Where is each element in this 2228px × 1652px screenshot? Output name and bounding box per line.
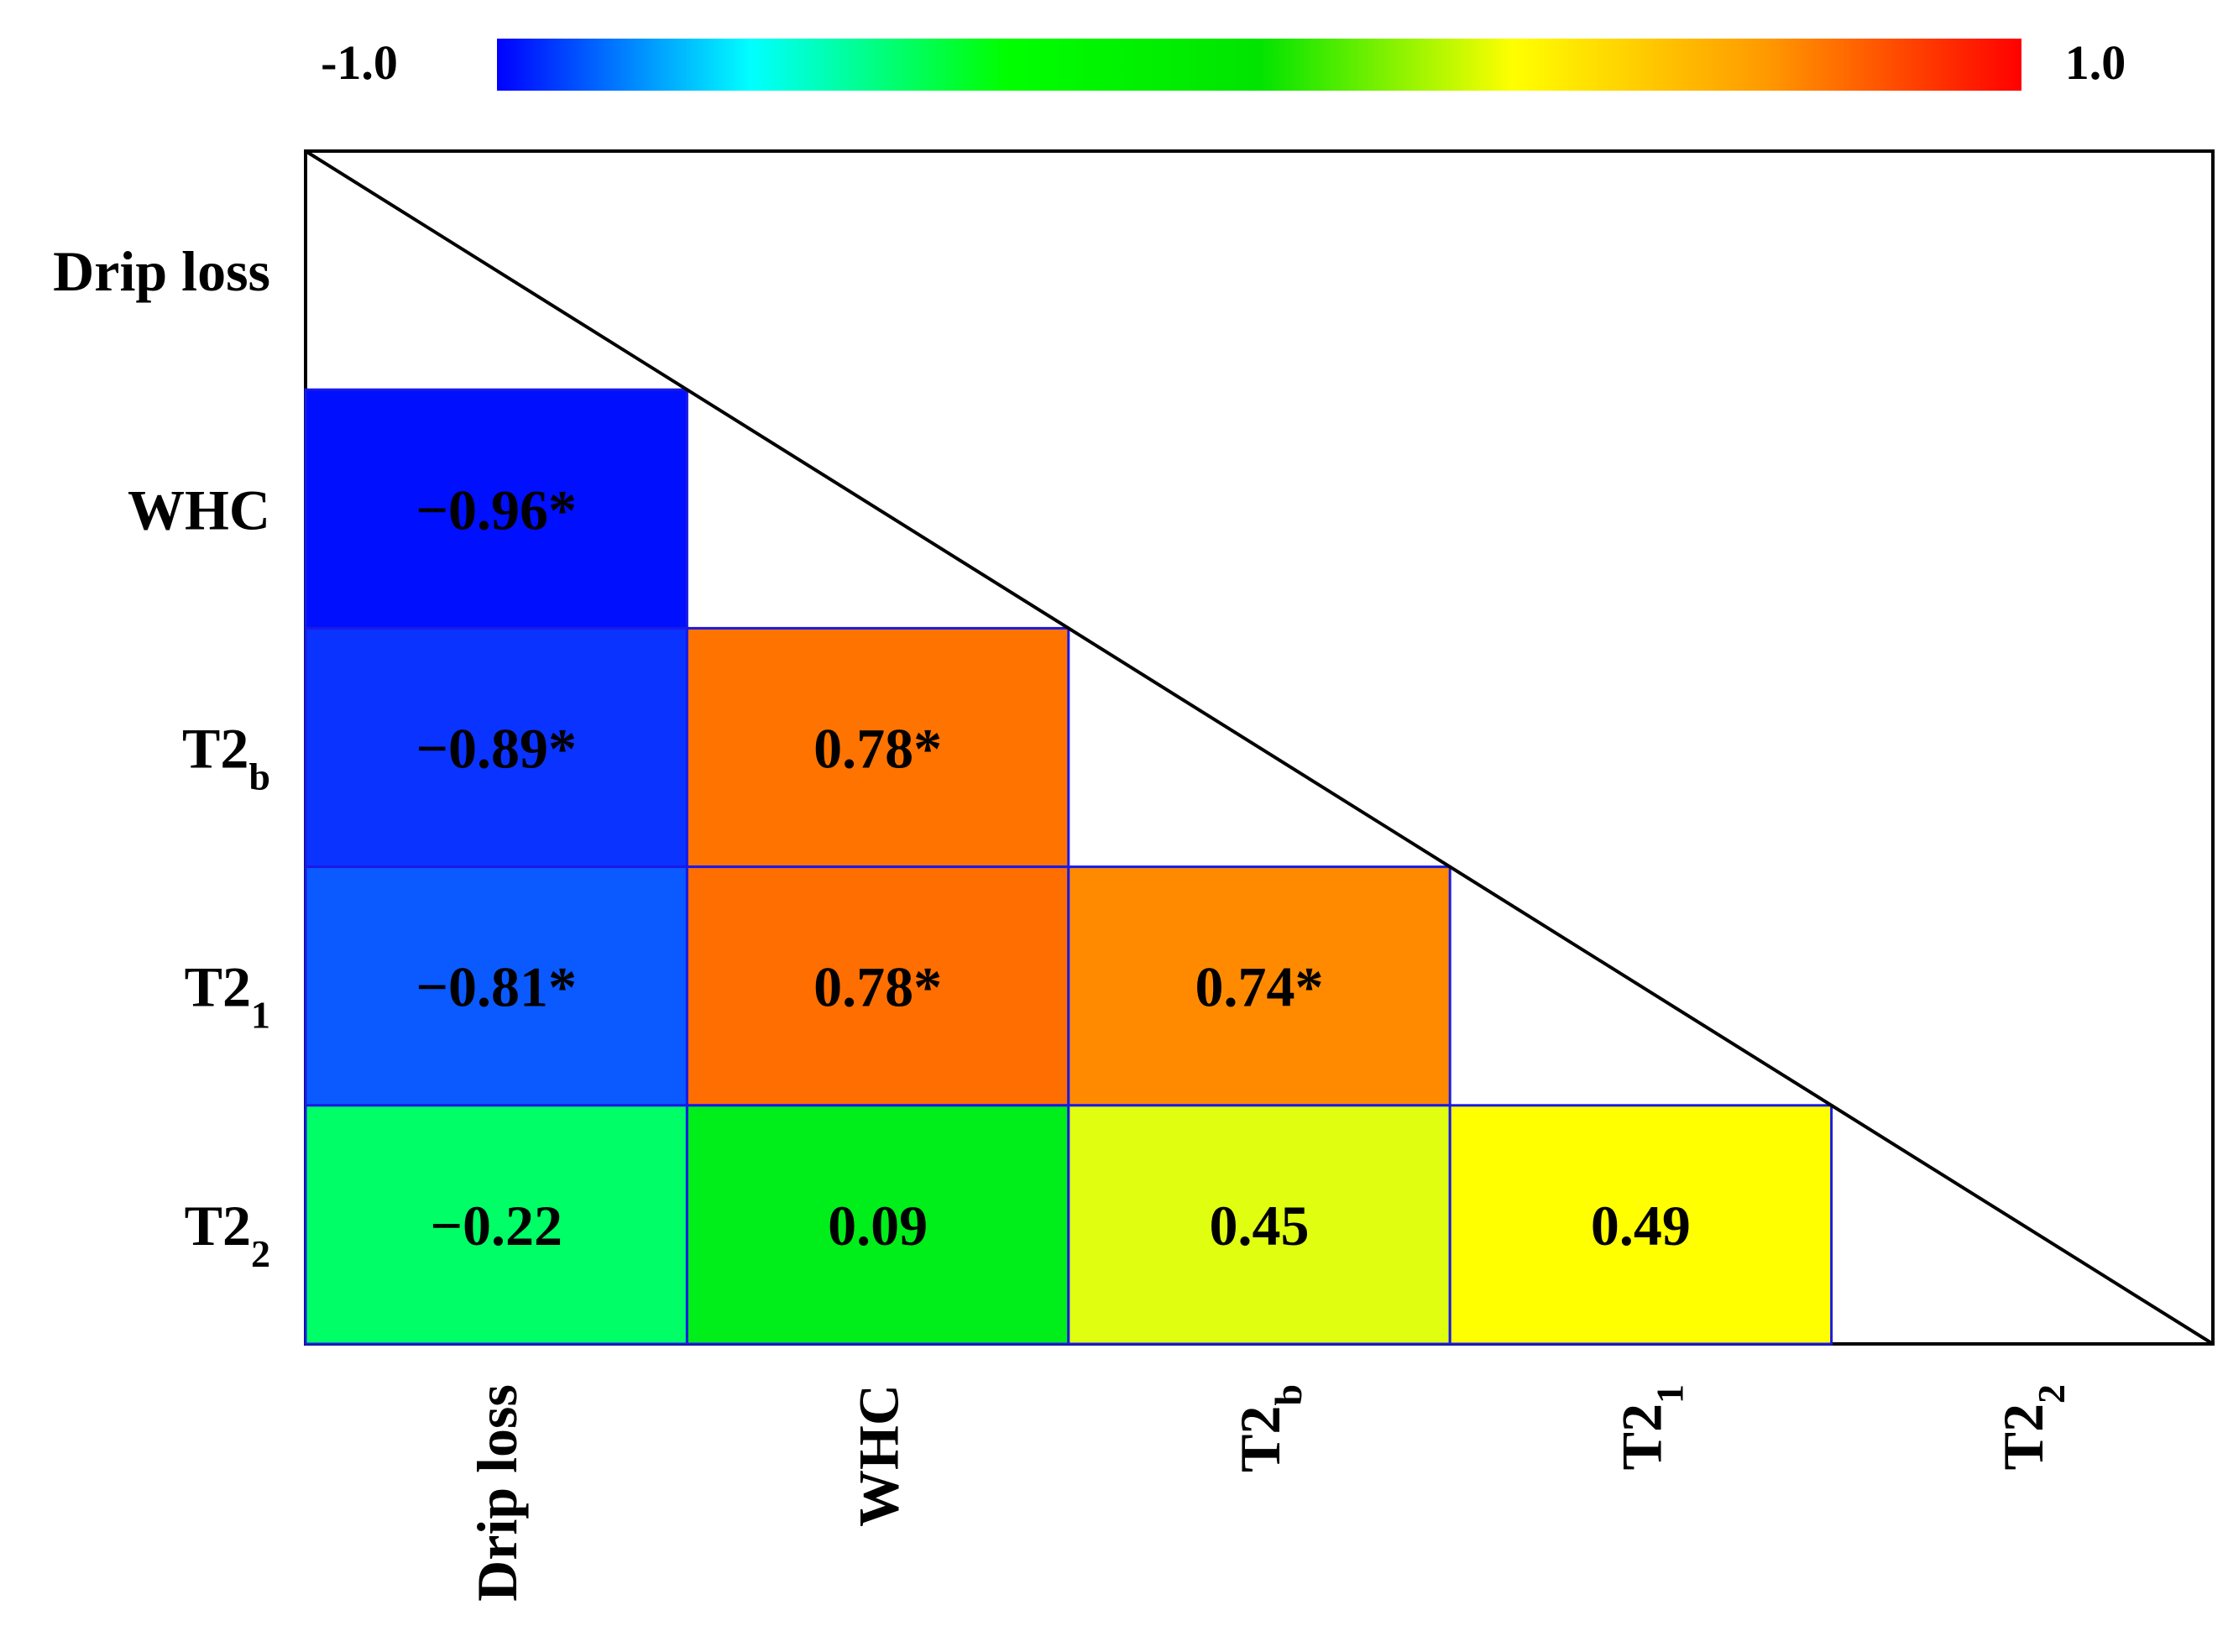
- cell-value-label: −0.81*: [416, 955, 577, 1019]
- row-label-text: Drip loss: [53, 239, 270, 303]
- cell-value-label: 0.78*: [813, 955, 942, 1019]
- row-label: WHC: [128, 478, 270, 541]
- column-label: Drip loss: [465, 1384, 529, 1602]
- heatmap-cell: [685, 1104, 1070, 1346]
- row-label: Drip loss: [53, 239, 270, 303]
- cell-value-label: 0.49: [1591, 1194, 1691, 1257]
- heatmap-cell: [1067, 865, 1451, 1107]
- row-label: T21: [185, 955, 270, 1037]
- column-label: WHC: [847, 1384, 911, 1527]
- row-label-text: T2: [182, 717, 248, 781]
- column-label: T2b: [1228, 1384, 1310, 1472]
- column-label-subscript: b: [1267, 1384, 1310, 1406]
- row-label-subscript: 2: [251, 1231, 270, 1274]
- column-label-text: WHC: [847, 1384, 911, 1527]
- cell-value-label: −0.89*: [416, 717, 577, 781]
- column-label-text: Drip loss: [465, 1384, 529, 1602]
- heatmap-cell: [304, 388, 688, 630]
- colorbar-gradient: [497, 39, 2021, 91]
- cell-value-label: 0.09: [828, 1194, 928, 1257]
- column-label: T21: [1609, 1384, 1691, 1470]
- row-label: T2b: [182, 717, 270, 798]
- cell-value-label: 0.45: [1210, 1194, 1310, 1257]
- cell-value-label: 0.74*: [1195, 955, 1324, 1019]
- colorbar-max-label: 1.0: [2065, 35, 2126, 90]
- row-label-text: T2: [185, 1194, 251, 1257]
- heatmap-cell: [685, 626, 1070, 869]
- column-label-subscript: 2: [2029, 1384, 2072, 1404]
- heatmap-cell: [1067, 1104, 1451, 1346]
- heatmap-cell: [304, 1104, 688, 1346]
- diagonal-line: [304, 149, 2215, 1346]
- cell-value-label: −0.96*: [416, 478, 577, 541]
- column-label-subscript: 1: [1648, 1384, 1691, 1404]
- row-label: T22: [185, 1194, 270, 1275]
- colorbar: -1.0 1.0: [321, 35, 2126, 91]
- row-label-subscript: 1: [251, 993, 270, 1036]
- column-label-text: T2: [1609, 1404, 1673, 1470]
- row-label-text: T2: [185, 955, 251, 1019]
- heatmap-cells: −0.96* −0.89* 0.78* −0.81* 0.78* 0.74* −0.22 0.…: [304, 388, 1833, 1346]
- row-label-text: WHC: [128, 478, 270, 541]
- column-label-text: T2: [1991, 1404, 2055, 1470]
- heatmap-plot-area: −0.96* −0.89* 0.78* −0.81* 0.78* 0.74* −0.22 0.…: [304, 149, 2215, 1346]
- heatmap-cell: [1448, 1104, 1833, 1346]
- cell-value-label: 0.78*: [813, 717, 942, 781]
- column-label-text: T2: [1228, 1406, 1292, 1472]
- row-label-subscript: b: [248, 755, 270, 797]
- column-label: T22: [1991, 1384, 2073, 1470]
- colorbar-min-label: -1.0: [321, 35, 398, 90]
- heatmap-cell: [304, 626, 688, 869]
- cell-value-label: −0.22: [430, 1194, 562, 1257]
